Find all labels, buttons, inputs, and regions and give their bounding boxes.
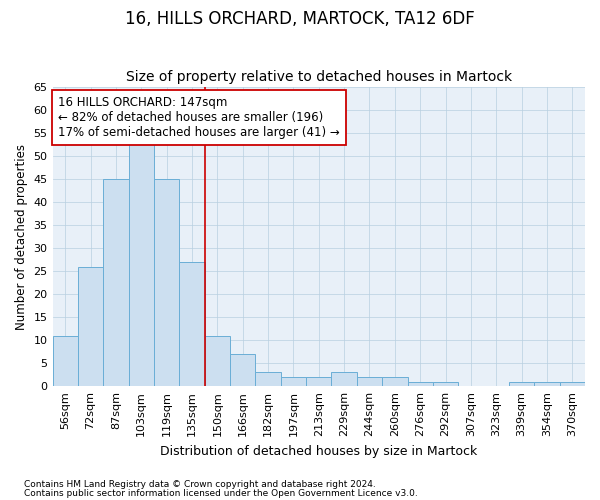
Bar (154, 179, 179, 386)
Bar (407, 382, 433, 386)
Text: 16, HILLS ORCHARD, MARTOCK, TA12 6DF: 16, HILLS ORCHARD, MARTOCK, TA12 6DF (125, 10, 475, 28)
Bar (382, 377, 407, 386)
Bar (78, 266, 103, 386)
Bar (281, 377, 306, 386)
Bar (560, 382, 585, 386)
Bar (433, 382, 458, 386)
Bar (256, 372, 281, 386)
Y-axis label: Number of detached properties: Number of detached properties (15, 144, 28, 330)
Title: Size of property relative to detached houses in Martock: Size of property relative to detached ho… (126, 70, 512, 85)
Bar (179, 262, 205, 386)
Bar (331, 372, 357, 386)
Bar (205, 336, 230, 386)
Bar (357, 377, 382, 386)
Bar (103, 179, 128, 386)
Bar (230, 354, 256, 386)
Bar (306, 377, 331, 386)
X-axis label: Distribution of detached houses by size in Martock: Distribution of detached houses by size … (160, 444, 478, 458)
Bar (534, 382, 560, 386)
Bar (128, 138, 154, 386)
Text: Contains HM Land Registry data © Crown copyright and database right 2024.: Contains HM Land Registry data © Crown c… (24, 480, 376, 489)
Text: 16 HILLS ORCHARD: 147sqm
← 82% of detached houses are smaller (196)
17% of semi-: 16 HILLS ORCHARD: 147sqm ← 82% of detach… (58, 96, 340, 139)
Bar (53, 336, 78, 386)
Text: Contains public sector information licensed under the Open Government Licence v3: Contains public sector information licen… (24, 488, 418, 498)
Bar (509, 382, 534, 386)
